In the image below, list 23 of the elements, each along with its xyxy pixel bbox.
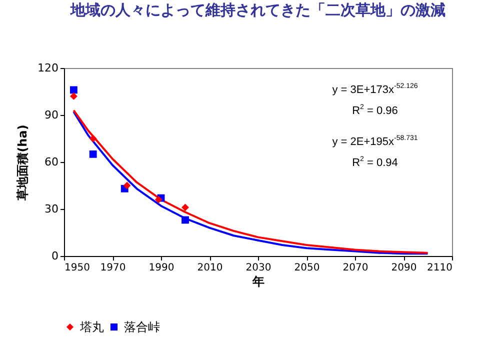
x-tick-label: 2110 <box>427 262 452 274</box>
annotation: R$^{2}$ = 0.96 <box>351 103 399 119</box>
x-tick-label: 1970 <box>100 262 126 274</box>
y-tick-label: 0 <box>52 250 58 262</box>
x-tick-label: 2030 <box>246 262 272 274</box>
x-tick-label: 1990 <box>148 262 174 274</box>
x-tick-label: 2090 <box>391 262 417 274</box>
annotation: y = 2E+195x$^{-58.731}$ <box>331 134 419 150</box>
y-tick-label: 90 <box>44 108 58 122</box>
annotation: y = 3E+173x$^{-52.126}$ <box>331 82 419 98</box>
x-tick-label: 2050 <box>294 262 320 274</box>
x-tick-label: 2070 <box>342 262 368 274</box>
y-axis-title: 草地面積(ha) <box>16 124 30 202</box>
legend-label: 落合峠 <box>124 320 160 334</box>
y-tick-label: 60 <box>44 156 58 168</box>
y-tick-label: 30 <box>44 202 58 216</box>
x-axis-title: 年 <box>252 274 264 288</box>
x-tick-label: 2010 <box>197 262 223 274</box>
y-tick-label: 120 <box>38 62 58 74</box>
legend-label: 塔丸 <box>79 320 104 334</box>
chart-title: 地域の人々によって維持されてきた「二次草地」の激減 <box>70 1 446 19</box>
annotation: R$^{2}$ = 0.94 <box>351 155 399 171</box>
x-tick-label: 1950 <box>64 262 90 274</box>
